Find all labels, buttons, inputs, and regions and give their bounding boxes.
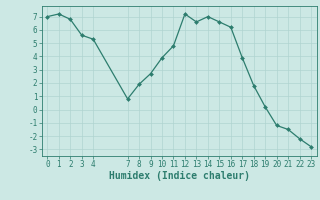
X-axis label: Humidex (Indice chaleur): Humidex (Indice chaleur): [109, 171, 250, 181]
